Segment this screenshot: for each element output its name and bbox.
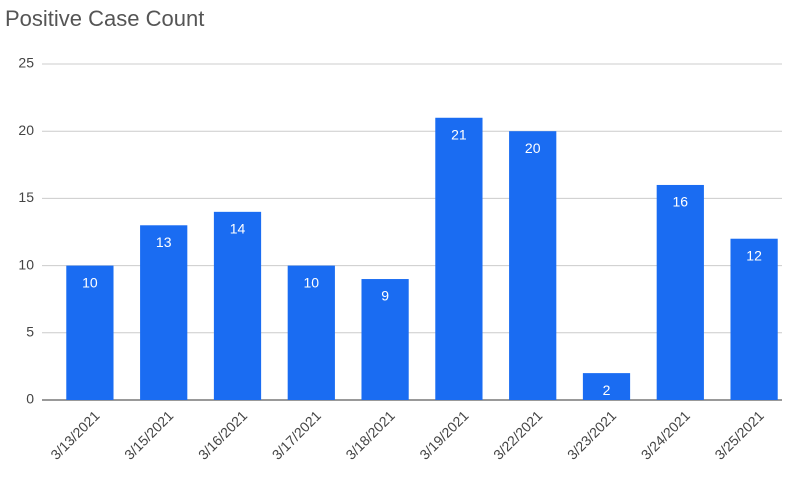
data-label: 16 xyxy=(673,194,689,210)
data-label: 2 xyxy=(603,382,611,398)
chart-title: Positive Case Count xyxy=(5,6,204,31)
data-label: 14 xyxy=(230,221,246,237)
data-label: 13 xyxy=(156,234,172,250)
data-label: 10 xyxy=(304,274,320,290)
x-tick-label: 3/15/2021 xyxy=(121,407,177,463)
bar xyxy=(509,131,557,400)
data-label: 12 xyxy=(746,247,762,263)
x-tick-label: 3/13/2021 xyxy=(47,407,103,463)
y-tick-label: 10 xyxy=(18,256,34,272)
bar xyxy=(66,265,114,400)
bar xyxy=(730,238,778,400)
x-tick-label: 3/25/2021 xyxy=(711,407,767,463)
x-tick-label: 3/17/2021 xyxy=(269,407,325,463)
bar xyxy=(361,279,409,400)
data-label: 10 xyxy=(82,274,98,290)
bar xyxy=(435,117,483,400)
x-tick-label: 3/16/2021 xyxy=(195,407,251,463)
bar xyxy=(582,373,631,400)
x-tick-label: 3/18/2021 xyxy=(342,407,398,463)
x-tick-label: 3/24/2021 xyxy=(638,407,694,463)
bar xyxy=(140,225,188,400)
y-tick-label: 0 xyxy=(26,391,34,407)
x-tick-label: 3/19/2021 xyxy=(416,407,472,463)
bar xyxy=(656,184,704,400)
y-tick-label: 5 xyxy=(26,324,34,340)
data-label: 9 xyxy=(381,288,389,304)
bar xyxy=(213,211,262,400)
x-tick-label: 3/23/2021 xyxy=(564,407,620,463)
data-label: 21 xyxy=(451,126,467,142)
y-tick-label: 15 xyxy=(18,189,34,205)
y-tick-label: 25 xyxy=(18,55,34,71)
y-tick-label: 20 xyxy=(18,122,34,138)
x-tick-label: 3/22/2021 xyxy=(490,407,546,463)
bar xyxy=(287,265,335,400)
data-label: 20 xyxy=(525,140,541,156)
